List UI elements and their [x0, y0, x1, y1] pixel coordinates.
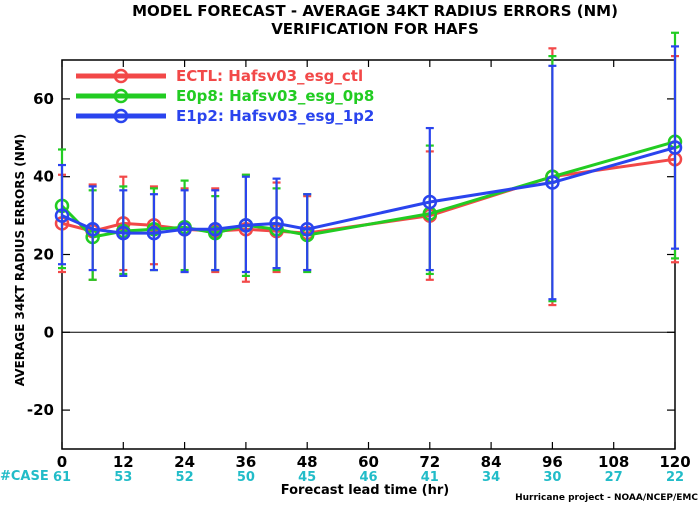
case-count: 34 [482, 470, 500, 485]
legend-marker [113, 88, 129, 104]
case-label: #CASE [0, 469, 49, 484]
case-count: 61 [53, 470, 71, 485]
legend: ECTL: Hafsv03_esg_ctl E0p8: Hafsv03_esg_0… [76, 67, 374, 125]
legend-label: E0p8: Hafsv03_esg_0p8 [176, 87, 374, 105]
x-tick-label: 48 [297, 453, 318, 471]
data-point [85, 221, 100, 237]
case-count: 27 [605, 470, 623, 485]
x-tick-label: 120 [659, 453, 690, 471]
data-point [208, 221, 223, 237]
data-point [116, 225, 131, 241]
plot-layer [54, 31, 683, 307]
case-count: 41 [421, 470, 439, 485]
x-tick-label: 12 [113, 453, 134, 471]
y-tick-label: 40 [33, 168, 54, 186]
legend-marker [113, 68, 129, 84]
legend-marker [113, 108, 129, 124]
legend-label: ECTL: Hafsv03_esg_ctl [176, 67, 363, 85]
case-count: 53 [114, 470, 132, 485]
case-count: 45 [298, 470, 316, 485]
data-point [146, 225, 162, 241]
legend-item: ECTL: Hafsv03_esg_ctl [76, 67, 363, 85]
legend-item: E0p8: Hafsv03_esg_0p8 [76, 87, 374, 105]
case-count: 22 [666, 470, 684, 485]
x-tick-label: 0 [57, 453, 67, 471]
case-count: 52 [176, 470, 194, 485]
x-tick-label: 60 [358, 453, 379, 471]
y-tick-label: -20 [27, 401, 54, 419]
axes-layer: -20 0 20 40 60 0 12 24 36 48 60 72 84 96 108 120 61 53 52 5… [27, 59, 691, 485]
data-point [667, 140, 683, 155]
data-point [177, 221, 192, 237]
y-tick-label: 60 [33, 90, 54, 108]
x-tick-label: 108 [598, 453, 629, 471]
data-point [54, 208, 70, 223]
data-point [238, 218, 254, 233]
credit-text: Hurricane project - NOAA/NCEP/EMC [515, 493, 698, 503]
x-tick-label: 72 [419, 453, 440, 471]
legend-item: E1p2: Hafsv03_esg_1p2 [76, 107, 374, 125]
y-axis-label: AVERAGE 34KT RADIUS ERRORS (NM) [13, 134, 27, 386]
x-axis-label: Forecast lead time (hr) [281, 483, 449, 498]
y-tick-label: 20 [33, 246, 54, 264]
x-tick-label: 24 [174, 453, 195, 471]
case-count: 30 [543, 470, 561, 485]
x-tick-label: 36 [235, 453, 256, 471]
x-tick-label: 84 [481, 453, 502, 471]
case-count: 46 [359, 470, 377, 485]
x-tick-label: 96 [542, 453, 563, 471]
case-count: 50 [237, 470, 255, 485]
chart-title: MODEL FORECAST - AVERAGE 34KT RADIUS ERR… [132, 2, 618, 20]
chart-subtitle: VERIFICATION FOR HAFS [271, 20, 479, 38]
data-point [299, 221, 315, 237]
series-3 [54, 45, 683, 301]
y-tick-label: 0 [44, 323, 54, 341]
legend-label: E1p2: Hafsv03_esg_1p2 [176, 107, 374, 125]
data-point [269, 216, 284, 231]
series-2 [54, 31, 683, 303]
data-point [422, 194, 438, 210]
data-point [545, 175, 560, 190]
